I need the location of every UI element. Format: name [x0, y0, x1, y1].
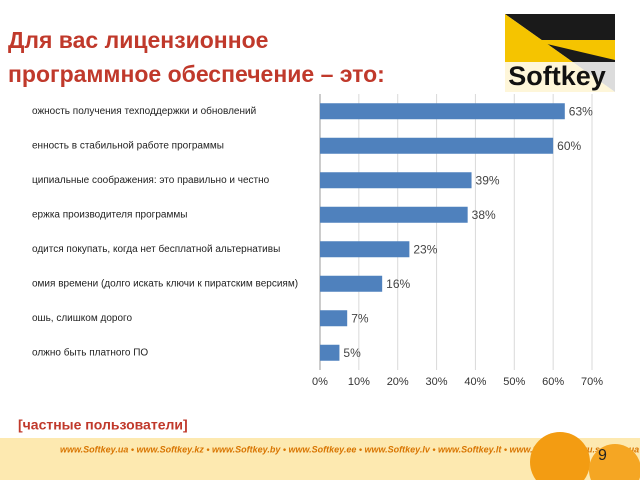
- logo-text: Softkey: [508, 61, 606, 91]
- y-tick-label: енность в стабильной работе программы: [32, 139, 224, 151]
- y-tick-label: олжно быть платного ПО: [32, 346, 148, 358]
- slide-title: Для вас лицензионное: [8, 27, 268, 53]
- value-label: 16%: [386, 277, 410, 291]
- x-tick-label: 40%: [464, 376, 486, 388]
- bar: [320, 344, 340, 361]
- y-tick-label: ошь, слишком дорого: [32, 313, 132, 324]
- chart: 0% 10% 20% 30% 40% 50% 60% 70% ожность получения…: [32, 94, 603, 388]
- value-label: 23%: [413, 242, 437, 256]
- page-number: 9: [598, 447, 607, 464]
- logo-shape: [530, 40, 615, 60]
- note: [частные пользователи]: [18, 417, 188, 433]
- value-label: 60%: [557, 139, 581, 153]
- y-tick-label: ержка производителя программы: [32, 209, 187, 220]
- y-tick-label: ципиальные соображения: это правильно и …: [32, 174, 270, 186]
- value-label: 63%: [569, 104, 593, 118]
- y-tick-label: одится покупать, когда нет бесплатной ал…: [32, 243, 280, 255]
- footer-links: www.Softkey.ua • www.Softkey.kz • www.So…: [60, 444, 639, 454]
- value-label: 7%: [351, 311, 369, 325]
- x-tick-label: 50%: [503, 376, 525, 388]
- logo-band: [497, 62, 617, 92]
- x-tick-label: 20%: [387, 376, 409, 388]
- bar: [320, 310, 348, 327]
- orange: [589, 444, 640, 480]
- logo: Softkey: [497, 14, 617, 92]
- y-tick-label: ожность получения техподдержки и обновле…: [32, 105, 256, 117]
- x-tick-label: 70%: [581, 376, 603, 388]
- value-label: 38%: [472, 208, 496, 222]
- x-tick-label: 10%: [348, 376, 370, 388]
- bar: [320, 103, 565, 120]
- y-tick-label: омия времени (долго искать ключи к пират…: [32, 278, 298, 289]
- slide-title: программное обеспечение – это:: [8, 61, 385, 87]
- x-tick-label: 0%: [312, 376, 328, 388]
- value-label: 5%: [343, 346, 361, 360]
- x-tick-label: 60%: [542, 376, 564, 388]
- x-tick-label: 30%: [426, 376, 448, 388]
- bar: [320, 206, 468, 223]
- bar: [320, 275, 383, 292]
- bar: [320, 241, 410, 258]
- value-label: 39%: [476, 173, 500, 187]
- orange: [530, 432, 590, 480]
- bar: [320, 172, 472, 189]
- bar: [320, 137, 554, 154]
